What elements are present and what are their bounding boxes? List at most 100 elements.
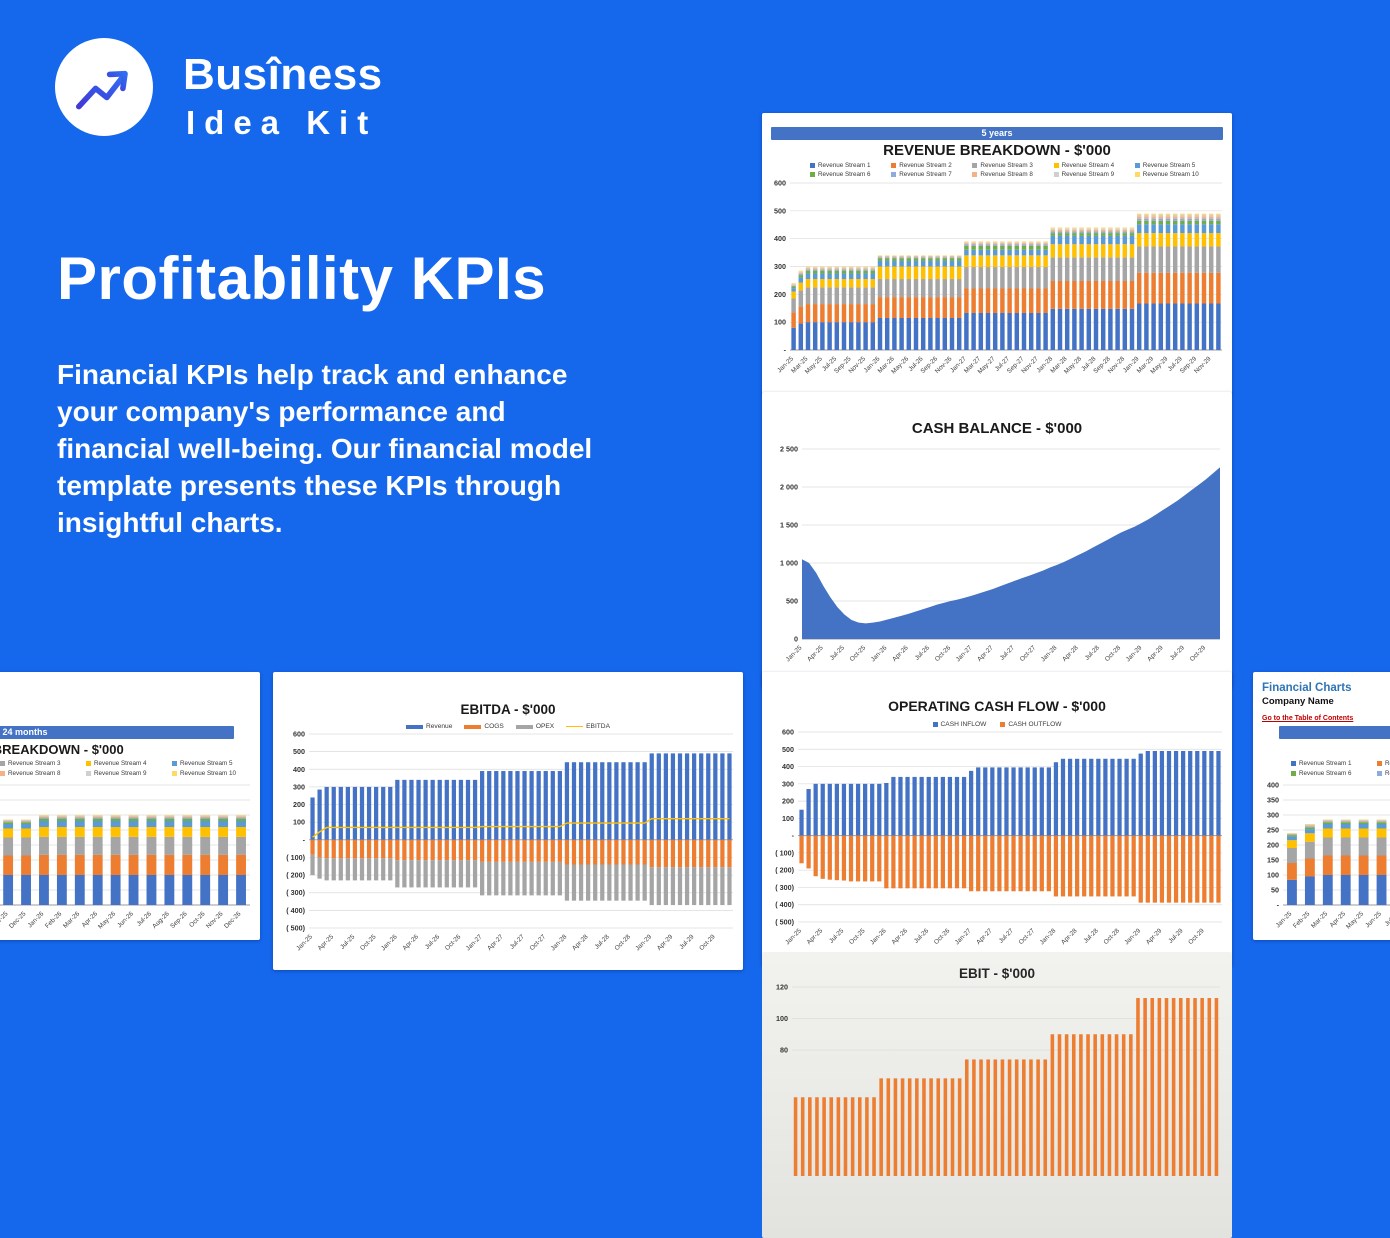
chart-title-ebitda: EBITDA - $'000 xyxy=(273,702,743,717)
svg-text:Oct-25: Oct-25 xyxy=(359,933,378,952)
svg-text:100: 100 xyxy=(1267,871,1279,880)
legend-marker xyxy=(972,172,977,177)
chart-title-operating-cash-flow: OPERATING CASH FLOW - $'000 xyxy=(762,698,1232,714)
svg-text:Jan-28: Jan-28 xyxy=(1040,644,1059,663)
svg-text:300: 300 xyxy=(782,779,794,788)
chart-title-revenue-breakdown-24m: REVENUE BREAKDOWN - $'000 xyxy=(0,742,260,757)
svg-text:Oct-27: Oct-27 xyxy=(1019,644,1038,663)
svg-text:Jan-27: Jan-27 xyxy=(955,644,974,663)
svg-text:500: 500 xyxy=(782,745,794,754)
svg-text:600: 600 xyxy=(782,728,794,737)
svg-text:Jul-27: Jul-27 xyxy=(998,927,1016,945)
legend-item: Revenue Stream 2 xyxy=(891,162,972,169)
page-description: Financial KPIs help track and enhance yo… xyxy=(57,356,592,541)
svg-text:Apr-28: Apr-28 xyxy=(1060,927,1079,946)
legend-label: COGS xyxy=(484,723,503,730)
legend-marker xyxy=(172,771,177,776)
svg-text:Sep-26: Sep-26 xyxy=(169,910,189,930)
legend-item: Revenue Stream 9 xyxy=(86,770,172,777)
legend-marker xyxy=(1135,172,1140,177)
description-line: financial well-being. Our financial mode… xyxy=(57,430,592,467)
svg-text:( 300): ( 300) xyxy=(286,888,305,897)
svg-text:50: 50 xyxy=(1271,886,1279,895)
svg-text:Jan-27: Jan-27 xyxy=(465,933,484,952)
svg-text:500: 500 xyxy=(293,747,305,756)
svg-text:Jul-28: Jul-28 xyxy=(1084,644,1102,662)
legend-marker xyxy=(1135,163,1140,168)
svg-text:Jun-26: Jun-26 xyxy=(116,910,135,929)
legend-marker xyxy=(1054,163,1059,168)
svg-text:Oct-26: Oct-26 xyxy=(934,644,953,663)
svg-text:2 000: 2 000 xyxy=(780,483,798,492)
legend-marker xyxy=(891,172,896,177)
svg-text:Aug-26: Aug-26 xyxy=(151,910,171,930)
legend-marker xyxy=(172,761,177,766)
svg-text:Mar-26: Mar-26 xyxy=(62,910,82,930)
svg-text:Jan-26: Jan-26 xyxy=(870,644,889,663)
svg-text:200: 200 xyxy=(782,797,794,806)
legend-item: Revenue Stream 3 xyxy=(0,760,86,767)
legend-label: Revenue Stream 6 xyxy=(818,171,871,178)
svg-text:300: 300 xyxy=(1267,811,1279,820)
svg-text:Apr-26: Apr-26 xyxy=(890,927,909,946)
legend-label: Revenue Stream 7 xyxy=(899,171,952,178)
svg-text:Nov-26: Nov-26 xyxy=(205,910,225,930)
legend-label: Revenue Stream 3 xyxy=(8,760,61,767)
svg-text:Mar-25: Mar-25 xyxy=(1310,910,1330,930)
legend-label: EBITDA xyxy=(586,723,610,730)
svg-text:100: 100 xyxy=(293,818,305,827)
svg-text:Jul-28: Jul-28 xyxy=(593,933,611,951)
legend-marker xyxy=(1377,771,1382,776)
svg-text:400: 400 xyxy=(293,765,305,774)
svg-text:Oct-28: Oct-28 xyxy=(1104,644,1123,663)
legend-item: Revenue Stream 6 xyxy=(810,171,891,178)
chart-svg: 40035030025020015010050-Jan-25Feb-25Mar-… xyxy=(1253,781,1390,933)
svg-text:May-25: May-25 xyxy=(1345,910,1365,930)
legend-item: OPEX xyxy=(516,723,554,730)
svg-text:Oct-26: Oct-26 xyxy=(933,927,952,946)
svg-text:600: 600 xyxy=(774,179,786,188)
svg-text:200: 200 xyxy=(774,290,786,299)
svg-text:Oct-26: Oct-26 xyxy=(188,910,207,929)
legend-item: Revenue Stream 7 xyxy=(891,171,972,178)
svg-text:Feb-26: Feb-26 xyxy=(44,910,64,930)
svg-text:Apr-26: Apr-26 xyxy=(401,933,420,952)
svg-text:1 500: 1 500 xyxy=(780,521,798,530)
svg-text:350: 350 xyxy=(1267,796,1279,805)
description-line: insightful charts. xyxy=(57,504,592,541)
description-line: Financial KPIs help track and enhance xyxy=(57,356,592,393)
legend-item: Revenue Stream 8 xyxy=(972,171,1053,178)
svg-text:150: 150 xyxy=(1267,856,1279,865)
legend-label: Revenue Stream 9 xyxy=(1062,171,1115,178)
svg-text:250: 250 xyxy=(1267,826,1279,835)
legend-label: Revenue Stream 1 xyxy=(818,162,871,169)
legend-marker xyxy=(1291,761,1296,766)
legend-marker xyxy=(566,726,583,727)
legend-item: Revenue Stream 8 xyxy=(0,770,86,777)
svg-text:Oct-26: Oct-26 xyxy=(444,933,463,952)
legend-marker xyxy=(0,771,5,776)
legend-item: Revenue Stream 1 xyxy=(1291,760,1377,767)
legend-item: Revenue xyxy=(406,723,452,730)
svg-text:Jan-26: Jan-26 xyxy=(380,933,399,952)
svg-text:( 200): ( 200) xyxy=(775,866,794,875)
svg-text:200: 200 xyxy=(1267,841,1279,850)
svg-text:Apr-28: Apr-28 xyxy=(1061,644,1080,663)
svg-text:Jul-29: Jul-29 xyxy=(678,933,696,951)
svg-text:Jul-28: Jul-28 xyxy=(1082,927,1100,945)
table-of-contents-link[interactable]: Go to the Table of Contents xyxy=(1262,715,1353,722)
legend-marker xyxy=(1000,722,1005,727)
svg-text:Nov-25: Nov-25 xyxy=(0,910,10,930)
description-line: template presents these KPIs through xyxy=(57,467,592,504)
legend-item: Revenue Stream 6 xyxy=(1291,770,1377,777)
svg-text:Jul-27: Jul-27 xyxy=(509,933,527,951)
